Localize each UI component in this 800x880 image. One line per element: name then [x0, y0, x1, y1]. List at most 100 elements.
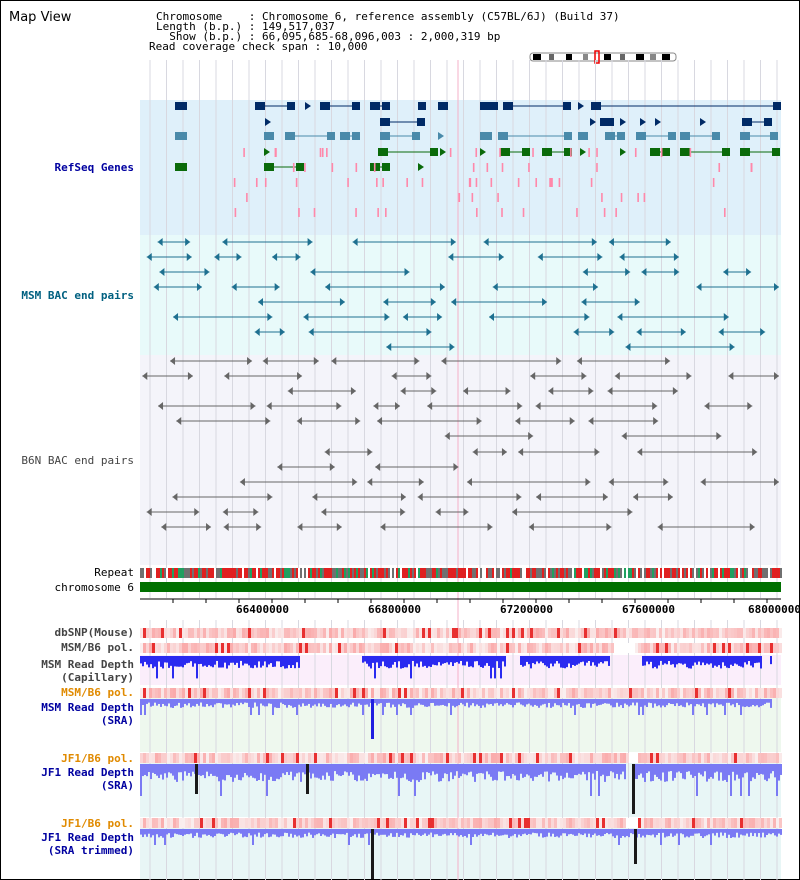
read-depth-bar — [470, 829, 472, 845]
polymorphism-bin — [458, 753, 461, 763]
repeat-element — [470, 568, 472, 578]
polymorphism-bin — [389, 688, 392, 698]
bac-end-marker — [584, 313, 590, 321]
polymorphism-bin — [155, 818, 158, 828]
repeat-element — [752, 568, 754, 578]
read-depth-bar — [564, 764, 566, 778]
read-depth-bar — [576, 764, 578, 776]
read-depth-bar — [288, 829, 290, 837]
polymorphism-bin — [197, 818, 200, 828]
polymorphism-bin — [707, 688, 710, 698]
polymorphism-bin — [623, 628, 626, 638]
read-depth-bar — [564, 656, 566, 669]
polymorphism-bin — [263, 628, 266, 638]
repeat-element — [324, 568, 326, 578]
read-depth-bar — [716, 656, 718, 667]
track-label-msm-bac[interactable]: MSM BAC end pairs — [21, 289, 134, 302]
read-depth-bar — [660, 829, 662, 845]
repeat-element — [482, 568, 484, 578]
repeat-element — [736, 568, 738, 578]
read-depth-bar — [166, 829, 168, 835]
bac-end-marker — [308, 328, 314, 336]
bac-end-marker — [588, 417, 594, 425]
polymorphism-bin — [341, 753, 344, 763]
polymorphism-bin — [158, 753, 161, 763]
read-depth-bar — [756, 764, 758, 773]
polymorphism-bin — [425, 643, 428, 653]
polymorphism-bin — [371, 643, 374, 653]
repeat-element — [562, 568, 564, 578]
polymorphism-bin — [296, 628, 299, 638]
read-depth-bar — [644, 699, 646, 706]
bac-end-marker — [431, 387, 437, 395]
polymorphism-bin — [485, 628, 488, 638]
bac-end-marker — [625, 268, 631, 276]
repeat-element — [722, 568, 724, 578]
polymorphism-bin — [227, 628, 230, 638]
polymorphism-bin — [557, 753, 560, 763]
polymorphism-bin — [548, 818, 551, 828]
read-depth-bar — [510, 764, 512, 779]
read-depth-bar — [400, 764, 402, 779]
read-depth-bar — [160, 829, 162, 837]
repeat-element — [740, 568, 742, 578]
read-depth-bar — [492, 699, 494, 706]
read-depth-bar — [718, 656, 720, 666]
track-label-refseq[interactable]: RefSeq Genes — [54, 161, 134, 174]
bac-end-marker — [307, 238, 313, 246]
polymorphism-bin — [524, 753, 527, 763]
repeat-element — [546, 568, 548, 578]
read-depth-bar — [546, 699, 548, 708]
bac-end-marker — [704, 402, 710, 410]
bac-end-marker — [297, 372, 303, 380]
read-depth-bar — [170, 829, 172, 838]
polymorphism-bin — [176, 688, 179, 698]
polymorphism-bin — [569, 688, 572, 698]
polymorphism-bin — [779, 628, 782, 638]
polymorphism-bin — [737, 643, 740, 653]
read-depth-bar — [490, 764, 492, 777]
polymorphism-bin — [221, 643, 224, 653]
polymorphism-bin — [725, 643, 728, 653]
read-depth-bar — [556, 656, 558, 662]
axis-tick-label: 67600000 — [622, 603, 675, 616]
read-depth-bar — [486, 656, 488, 664]
read-depth-bar — [624, 699, 626, 704]
polymorphism-bin — [395, 818, 398, 828]
polymorphism-bin — [347, 643, 350, 653]
read-depth-bar — [230, 764, 232, 778]
read-depth-bar — [282, 656, 284, 667]
read-depth-bar — [562, 699, 564, 703]
polymorphism-bin — [647, 643, 650, 653]
repeat-element — [434, 568, 436, 578]
repeat-element — [710, 568, 712, 578]
track-label-b6n-bac[interactable]: B6N BAC end pairs — [21, 454, 134, 467]
read-depth-bar — [276, 699, 278, 708]
read-depth-bar — [698, 699, 700, 705]
read-depth-bar — [570, 764, 572, 779]
read-depth-bar — [534, 699, 536, 705]
polymorphism-bin — [407, 818, 410, 828]
read-depth-bar — [292, 764, 294, 781]
read-depth-bar — [232, 699, 234, 705]
read-depth-bar — [654, 656, 656, 667]
gene-minor — [490, 178, 493, 187]
read-depth-bar — [654, 764, 656, 775]
read-depth-bar — [468, 656, 470, 667]
read-depth-bar — [676, 699, 678, 704]
polymorphism-bin — [473, 818, 476, 828]
polymorphism-bin — [722, 688, 725, 698]
repeat-element — [242, 568, 244, 578]
bac-end-marker — [439, 283, 445, 291]
repeat-element — [168, 568, 170, 578]
read-depth-bar — [662, 699, 664, 706]
read-depth-bar — [772, 764, 774, 772]
polymorphism-bin — [446, 818, 449, 828]
read-depth-bar — [530, 764, 532, 779]
bac-end-marker — [158, 402, 164, 410]
polymorphism-bin — [527, 818, 530, 828]
read-depth-bar — [518, 699, 520, 703]
polymorphism-bin — [665, 688, 668, 698]
repeat-element — [488, 568, 490, 578]
